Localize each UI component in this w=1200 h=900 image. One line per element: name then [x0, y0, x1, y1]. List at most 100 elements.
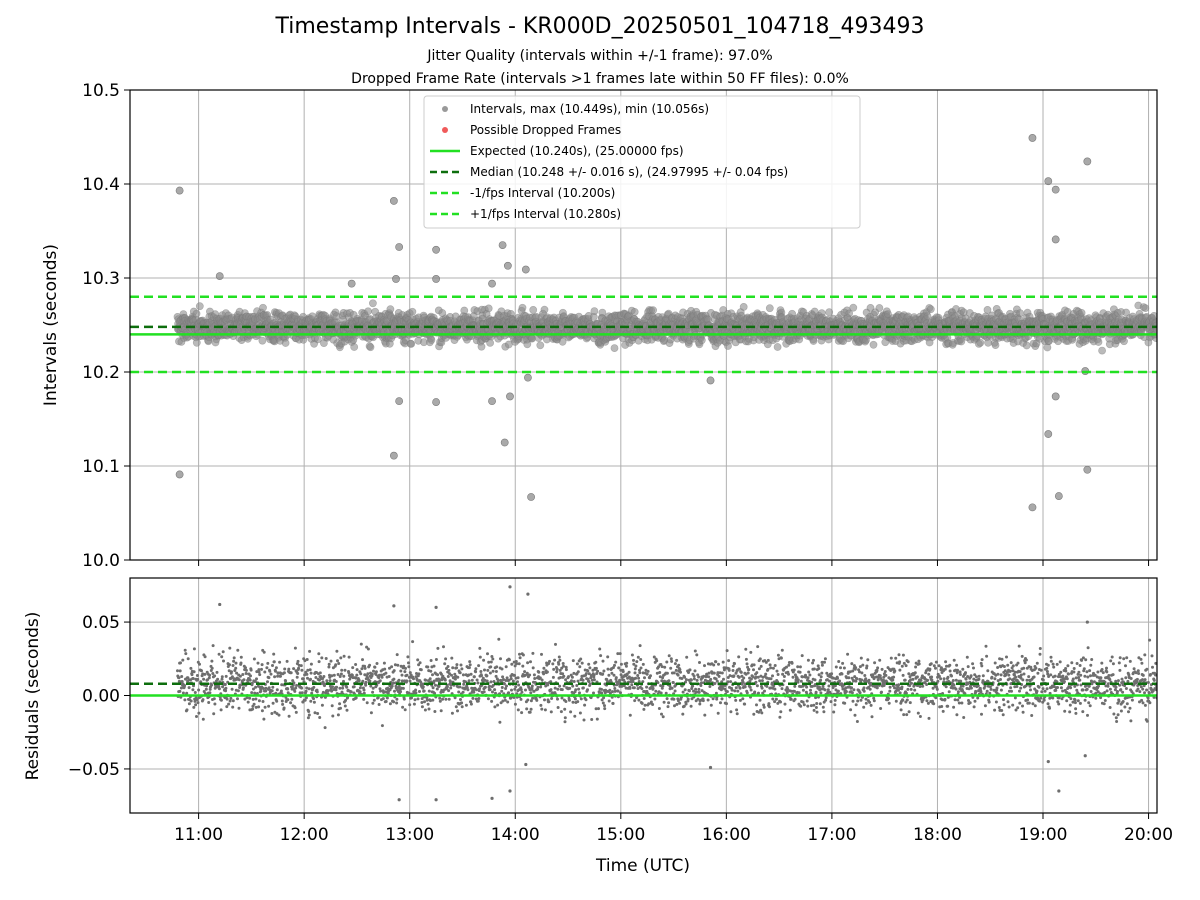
residual-point: [458, 671, 462, 675]
residual-point: [334, 680, 338, 683]
intervals-y-tick-label-1: 10.1: [82, 457, 120, 477]
interval-outlier-6: [392, 275, 400, 283]
residual-point: [192, 670, 196, 674]
residual-point: [259, 689, 263, 693]
residual-point: [231, 664, 235, 667]
residual-point: [237, 678, 241, 682]
residual-point: [601, 659, 605, 663]
residual-point: [293, 706, 297, 710]
residual-point: [612, 673, 616, 677]
residual-point: [550, 697, 554, 700]
residual-point: [431, 673, 434, 677]
residual-point: [444, 697, 448, 701]
residual-point: [417, 672, 421, 676]
residual-point: [619, 662, 623, 666]
residual-point: [540, 652, 543, 656]
residual-point: [203, 655, 207, 659]
residual-point: [557, 662, 561, 666]
interval-outlier-12: [488, 279, 496, 288]
residual-point: [426, 665, 430, 669]
residual-point: [451, 666, 455, 670]
residual-point: [474, 667, 478, 671]
residual-point: [228, 646, 232, 650]
residual-point: [300, 691, 304, 695]
residual-point: [325, 679, 329, 683]
residual-point: [274, 666, 278, 670]
residual-point: [443, 678, 447, 682]
residual-point: [583, 703, 587, 707]
residual-point: [624, 664, 628, 668]
residual-point: [248, 696, 252, 700]
residual-point: [390, 665, 394, 669]
legend-label-expected: Expected (10.240s), (25.00000 fps): [470, 144, 684, 158]
residual-point: [628, 713, 632, 717]
residual-point: [450, 711, 454, 715]
residual-point: [457, 690, 461, 694]
residual-point: [371, 690, 375, 694]
residual-point: [307, 687, 311, 691]
residual-point: [480, 674, 483, 678]
residual-point: [385, 696, 389, 700]
residual-point: [179, 661, 182, 665]
residual-point: [217, 687, 221, 691]
residual-point: [625, 661, 629, 665]
residual-point: [217, 652, 221, 656]
residual-point: [431, 686, 435, 690]
residual-point: [455, 663, 459, 667]
residual-point: [361, 679, 365, 683]
residual-point: [338, 686, 342, 690]
residual-point: [180, 680, 184, 683]
interval-point: [849, 303, 858, 312]
residual-point: [579, 697, 583, 701]
residual-point: [377, 703, 381, 706]
interval-point: [590, 307, 599, 315]
residual-point: [250, 691, 254, 695]
residual-point: [412, 677, 415, 681]
residual-point: [584, 698, 588, 702]
residual-point: [257, 699, 261, 703]
residual-point: [459, 698, 462, 701]
residual-point: [567, 698, 571, 702]
residual-point: [453, 677, 457, 681]
residual-point: [486, 697, 490, 701]
residual-point: [270, 712, 274, 715]
residual-point: [558, 658, 562, 662]
residual-point: [402, 697, 406, 701]
residual-point: [441, 697, 445, 701]
residual-point: [496, 678, 500, 682]
residual-point: [500, 667, 504, 671]
residual-point: [582, 718, 586, 722]
interval-point: [1094, 338, 1103, 346]
residual-point: [570, 679, 573, 683]
intervals-points: [173, 134, 1157, 512]
interval-outlier-19: [527, 493, 535, 501]
residual-point: [282, 671, 286, 675]
residual-point: [308, 668, 312, 672]
residual-point: [523, 670, 527, 674]
residual-point: [432, 664, 436, 668]
residual-point: [289, 701, 293, 705]
residual-point: [498, 720, 502, 724]
residual-point: [469, 702, 473, 706]
residual-point: [547, 700, 551, 704]
residual-point: [511, 679, 515, 683]
residual-point: [238, 674, 242, 678]
residual-point: [578, 691, 581, 695]
residual-point: [196, 677, 200, 681]
residual-point: [261, 700, 265, 703]
residual-point: [264, 689, 268, 693]
interval-point: [598, 308, 607, 317]
residual-point: [371, 701, 375, 705]
residual-point: [446, 665, 450, 668]
residual-point: [639, 666, 643, 670]
residual-point: [191, 677, 195, 680]
residual-point: [364, 680, 368, 684]
residual-point: [202, 677, 206, 681]
interval-outlier-20: [524, 373, 532, 382]
residual-point: [263, 670, 267, 674]
residual-point: [390, 684, 394, 688]
residual-point: [230, 687, 234, 691]
residual-point: [224, 674, 228, 678]
residual-point: [443, 662, 447, 666]
